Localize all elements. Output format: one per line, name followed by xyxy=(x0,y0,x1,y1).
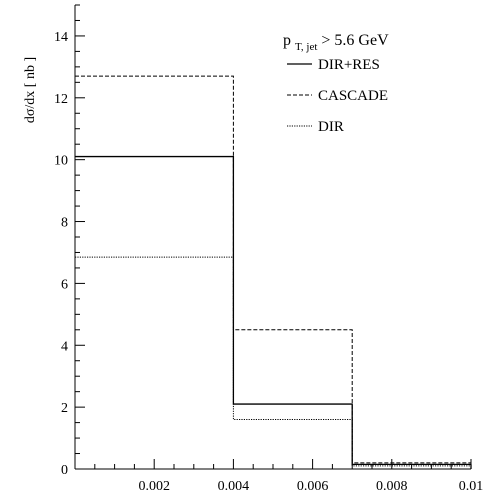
x-axis-ticks: 0.002 0.004 0.006 0.008 0.01 xyxy=(94,459,484,494)
x-tick-label: 0.006 xyxy=(297,479,329,494)
y-axis-title: dσ/dx [ nb ] xyxy=(23,57,38,123)
cut-subscript: T, jet xyxy=(295,41,317,53)
series-cascade xyxy=(75,75,471,464)
y-tick-label: 12 xyxy=(54,92,68,107)
plot-axes xyxy=(74,5,471,470)
legend: DIR+RES CASCADE DIR xyxy=(287,57,388,135)
y-tick-label: 8 xyxy=(61,216,68,231)
cut-suffix: > 5.6 GeV xyxy=(321,32,389,49)
legend-label: CASCADE xyxy=(318,88,388,104)
x-tick-label: 0.004 xyxy=(218,479,250,494)
y-tick-label: 14 xyxy=(54,30,68,45)
y-tick-label: 0 xyxy=(61,463,68,478)
x-tick-label: 0.002 xyxy=(138,479,170,494)
series-dir xyxy=(75,256,471,467)
x-tick-label: 0.01 xyxy=(459,479,484,494)
legend-label: DIR+RES xyxy=(318,57,380,73)
cut-prefix: p xyxy=(283,32,291,49)
x-tick-label: 0.008 xyxy=(376,479,408,494)
series-layer xyxy=(75,75,472,469)
series-dir-res xyxy=(75,155,471,466)
legend-label: DIR xyxy=(318,119,344,135)
y-tick-label: 2 xyxy=(61,401,68,416)
y-tick-label: 10 xyxy=(54,154,68,169)
jet-pt-cut-annotation: p T, jet > 5.6 GeV xyxy=(283,32,389,54)
y-axis-ticks: 0 2 4 6 8 10 12 14 xyxy=(54,4,85,478)
y-tick-label: 6 xyxy=(61,277,68,292)
y-tick-label: 4 xyxy=(61,339,68,354)
